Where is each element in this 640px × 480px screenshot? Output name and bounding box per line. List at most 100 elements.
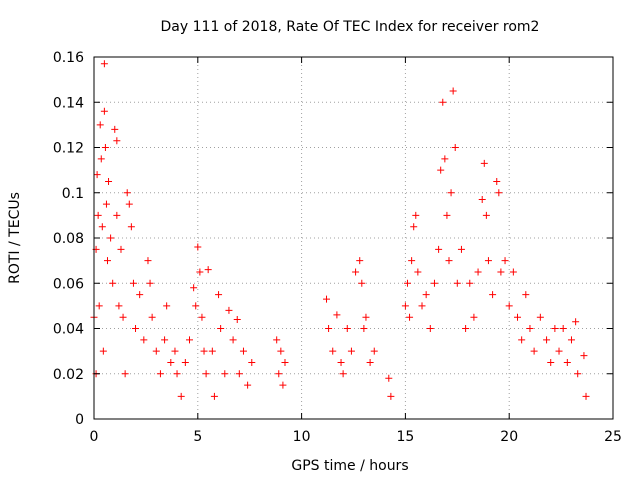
data-point xyxy=(422,291,430,299)
y-tick-label: 0.04 xyxy=(53,322,84,338)
data-point xyxy=(156,370,164,378)
data-points xyxy=(90,60,590,400)
data-point xyxy=(333,311,341,319)
data-point xyxy=(518,336,526,344)
data-point xyxy=(196,268,204,276)
data-point xyxy=(113,137,121,145)
data-point xyxy=(181,358,189,366)
data-point xyxy=(362,313,370,321)
data-point xyxy=(127,223,135,231)
data-point xyxy=(94,211,102,219)
data-point xyxy=(439,98,447,106)
data-point xyxy=(200,347,208,355)
data-point xyxy=(574,370,582,378)
axis-ticks: 0 5 10 15 20 25 0 0.02 0.04 0.06 0.08 0.1 0.12 0.14 0.… xyxy=(53,50,622,445)
data-point xyxy=(406,313,414,321)
data-point xyxy=(329,347,337,355)
data-point xyxy=(418,302,426,310)
data-point xyxy=(441,155,449,163)
data-point xyxy=(102,200,110,208)
data-point xyxy=(497,268,505,276)
data-point xyxy=(445,257,453,265)
chart-title: Day 111 of 2018, Rate Of TEC Index for r… xyxy=(161,19,540,35)
data-point xyxy=(435,245,443,253)
data-point xyxy=(360,325,368,332)
x-tick-label: 0 xyxy=(90,429,99,445)
data-point xyxy=(493,177,501,185)
data-point xyxy=(95,302,103,310)
data-point xyxy=(572,318,580,326)
data-point xyxy=(235,370,243,378)
data-point xyxy=(366,358,374,366)
x-tick-label: 5 xyxy=(193,429,202,445)
data-point xyxy=(190,284,198,292)
data-point xyxy=(567,336,575,344)
data-point xyxy=(466,279,474,287)
data-point xyxy=(559,325,567,332)
y-tick-label: 0.16 xyxy=(53,50,84,66)
data-point xyxy=(125,200,133,208)
data-point xyxy=(101,144,109,151)
data-point xyxy=(96,121,104,129)
data-point xyxy=(229,336,237,344)
data-point xyxy=(281,358,289,366)
y-axis-label: ROTI / TECUs xyxy=(7,192,23,284)
data-point xyxy=(412,211,420,219)
data-point xyxy=(210,392,218,400)
data-point xyxy=(93,171,101,179)
data-point xyxy=(148,313,156,321)
data-point xyxy=(325,325,333,332)
data-point xyxy=(279,381,287,389)
data-point xyxy=(443,211,451,219)
data-point xyxy=(489,291,497,299)
data-point xyxy=(352,268,360,276)
data-point xyxy=(451,144,459,151)
y-tick-label: 0 xyxy=(75,412,84,428)
data-point xyxy=(204,266,212,274)
data-point xyxy=(547,358,555,366)
data-point xyxy=(275,370,283,378)
y-tick-label: 0.14 xyxy=(53,95,84,111)
data-point xyxy=(192,302,200,310)
data-point xyxy=(462,325,470,332)
data-point xyxy=(119,313,127,321)
data-point xyxy=(97,155,105,163)
data-point xyxy=(273,336,281,344)
data-point xyxy=(457,245,465,253)
data-point xyxy=(480,159,488,167)
y-tick-label: 0.1 xyxy=(62,186,84,202)
data-point xyxy=(505,302,513,310)
data-point xyxy=(474,268,482,276)
data-point xyxy=(495,189,503,197)
data-point xyxy=(111,125,119,133)
data-point xyxy=(430,279,438,287)
data-point xyxy=(123,189,131,197)
data-point xyxy=(103,257,111,265)
data-point xyxy=(401,302,409,310)
data-point xyxy=(482,211,490,219)
data-point xyxy=(221,370,229,378)
data-point xyxy=(105,177,113,185)
data-point xyxy=(543,336,551,344)
data-point xyxy=(447,189,455,197)
data-point xyxy=(107,234,115,242)
data-point xyxy=(163,302,171,310)
data-point xyxy=(514,313,522,321)
data-point xyxy=(414,268,422,276)
data-point xyxy=(215,291,223,299)
data-point xyxy=(194,243,202,251)
data-point xyxy=(202,370,210,378)
data-point xyxy=(121,370,129,378)
data-point xyxy=(217,325,225,332)
data-point xyxy=(239,347,247,355)
data-point xyxy=(526,325,534,332)
y-tick-label: 0.02 xyxy=(53,367,84,383)
data-point xyxy=(426,325,434,332)
data-point xyxy=(387,392,395,400)
data-point xyxy=(208,347,216,355)
data-point xyxy=(337,358,345,366)
data-point xyxy=(323,295,331,303)
data-point xyxy=(580,352,588,360)
